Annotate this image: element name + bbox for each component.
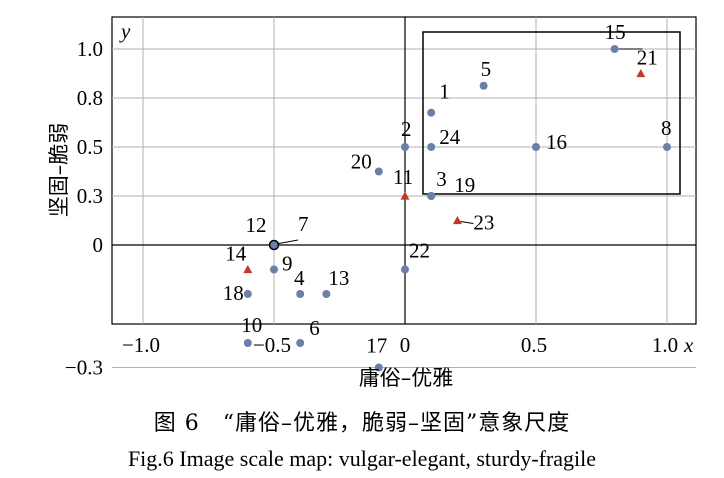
point-10-label: 10: [241, 313, 262, 337]
y-axis-label: 坚固–脆弱: [47, 123, 71, 218]
point-4-label: 4: [294, 266, 305, 290]
leader-lines: [275, 48, 643, 245]
x-axis-label: 庸俗–优雅: [359, 366, 454, 390]
point-2-label: 2: [401, 117, 412, 141]
data-points: [243, 45, 671, 372]
point-4-marker: [296, 290, 305, 298]
point-13-marker: [322, 290, 331, 298]
point-14-marker: [243, 265, 253, 274]
point-22-marker: [401, 265, 409, 274]
point-7-label: 7: [298, 212, 309, 236]
point-15-label: 15: [605, 20, 626, 44]
point-22-label: 22: [409, 239, 430, 263]
y-tick-label: 0.8: [77, 86, 103, 110]
point-9-label: 9: [282, 252, 293, 276]
point-5-marker: [479, 81, 488, 90]
point-18-label: 18: [223, 281, 244, 305]
point-21-marker: [636, 69, 646, 78]
y-tick-label: 0.3: [77, 184, 103, 208]
point-10-marker: [243, 339, 252, 347]
point-23-marker: [452, 216, 462, 225]
point-6-marker: [296, 339, 305, 347]
x-tick-label: 0: [400, 333, 411, 357]
y-tick-label: 0: [93, 233, 104, 257]
point-14-label: 14: [225, 242, 247, 266]
point-3-label: 3: [436, 167, 447, 191]
point-16-label: 16: [546, 130, 567, 154]
y-tick-label: −0.3: [65, 356, 103, 380]
point-16-marker: [532, 143, 540, 151]
point-24-marker: [427, 143, 436, 151]
point-17-label: 17: [366, 334, 387, 358]
x-tick-label: 1.0: [652, 333, 678, 357]
point-2-marker: [401, 143, 409, 151]
grid: [112, 17, 696, 368]
y-tick-labels: 1.0 0.8 0.5 0.3 0 −0.3: [65, 37, 103, 380]
leader-23: [460, 221, 474, 224]
x-tick-label: 0.5: [521, 333, 547, 357]
highlight-region: [422, 31, 681, 195]
leader-7: [275, 239, 299, 245]
point-6-label: 6: [309, 316, 320, 340]
y-axis-var: y: [119, 19, 131, 43]
point-12-marker: [268, 239, 280, 251]
point-19-marker: [427, 192, 436, 200]
x-tick-label: −0.5: [253, 333, 291, 357]
point-11-label: 11: [393, 165, 413, 189]
x-tick-label: −1.0: [122, 333, 160, 357]
point-20-marker: [374, 167, 383, 176]
point-17-marker: [374, 363, 383, 372]
scatter-chart: 123456789101112131415161718192021222324 …: [47, 16, 697, 390]
point-15-marker: [610, 45, 619, 53]
point-12-label: 12: [246, 213, 267, 237]
point-1-label: 1: [439, 80, 450, 104]
point-11-marker: [400, 191, 410, 200]
figure-caption-english: Fig.6 Image scale map: vulgar-elegant, s…: [127, 446, 597, 471]
point-8-label: 8: [661, 116, 672, 140]
point-1-marker: [427, 108, 436, 117]
point-9-marker: [270, 265, 278, 274]
point-19-label: 19: [454, 173, 475, 197]
point-18-marker: [243, 290, 252, 298]
figure-caption-chinese: 图 6 “庸俗–优雅，脆弱–坚固”意象尺度: [153, 411, 571, 436]
point-5-label: 5: [481, 57, 492, 81]
point-20-label: 20: [351, 150, 372, 174]
x-tick-labels: −1.0 −0.5 0 0.5 1.0: [122, 333, 678, 357]
y-tick-label: 0.5: [77, 135, 103, 159]
point-8-marker: [663, 143, 671, 151]
plot-frame: [111, 16, 697, 325]
point-24-label: 24: [439, 125, 461, 149]
point-13-label: 13: [328, 266, 349, 290]
x-axis-var: x: [683, 333, 694, 357]
point-23-label: 23: [473, 211, 494, 235]
point-21-label: 21: [637, 46, 658, 70]
y-tick-label: 1.0: [77, 37, 103, 61]
